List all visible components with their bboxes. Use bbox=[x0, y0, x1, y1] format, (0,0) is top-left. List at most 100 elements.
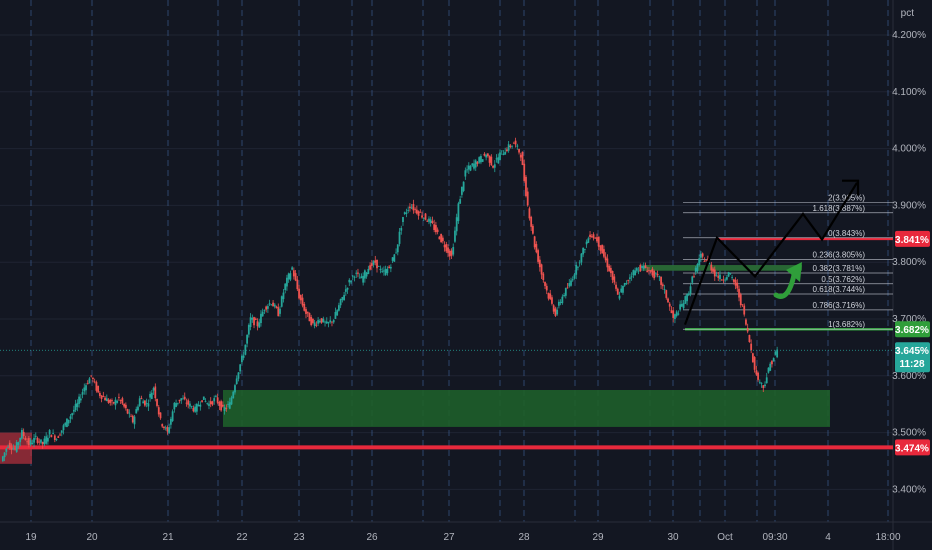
candle-body bbox=[275, 306, 278, 308]
candle-body bbox=[291, 267, 294, 270]
candle-body bbox=[389, 266, 392, 269]
candle-body bbox=[33, 437, 35, 443]
candle-body bbox=[629, 277, 631, 279]
candle-body bbox=[249, 317, 252, 328]
candle-body bbox=[190, 406, 193, 407]
candle-body bbox=[732, 279, 735, 282]
candle-body bbox=[350, 281, 352, 283]
candle-body bbox=[641, 265, 643, 269]
fib-level-label: 0.5(3.762%) bbox=[821, 275, 865, 284]
candle-body bbox=[78, 396, 80, 404]
candle-body bbox=[743, 305, 746, 315]
x-tick-label: 18:00 bbox=[875, 532, 900, 543]
y-tick-label: 3.500% bbox=[892, 428, 926, 439]
candle-body bbox=[381, 270, 384, 272]
candle-body bbox=[131, 415, 134, 423]
candle-body bbox=[564, 288, 567, 296]
candle-body bbox=[705, 260, 708, 262]
fib-level-label: 0.786(3.716%) bbox=[813, 301, 866, 310]
candle-body bbox=[348, 279, 351, 283]
candle-body bbox=[441, 237, 444, 242]
candle-body bbox=[206, 402, 209, 404]
candle-body bbox=[374, 260, 377, 263]
candle-body bbox=[363, 270, 366, 279]
candle-body bbox=[67, 419, 70, 424]
fib-level-label: 0.236(3.805%) bbox=[813, 250, 866, 259]
candle-body bbox=[379, 268, 382, 271]
candle-body bbox=[689, 286, 692, 294]
candle-body bbox=[577, 266, 579, 268]
candle-body bbox=[284, 283, 287, 291]
x-tick-label: 23 bbox=[293, 532, 305, 543]
candle-body bbox=[266, 306, 269, 309]
candle-body bbox=[460, 186, 463, 195]
candle-body bbox=[748, 334, 751, 343]
candle-body bbox=[270, 304, 273, 306]
candle-body bbox=[156, 398, 158, 406]
candle-body bbox=[422, 217, 425, 219]
candle-body bbox=[729, 273, 732, 275]
candle-body bbox=[414, 208, 417, 210]
candle-body bbox=[727, 272, 730, 277]
candle-body bbox=[346, 287, 349, 290]
candle-body bbox=[469, 166, 472, 171]
candle-body bbox=[448, 250, 451, 257]
candle-body bbox=[712, 268, 714, 272]
candle-body bbox=[312, 318, 314, 323]
candle-body bbox=[518, 149, 520, 153]
candle-body bbox=[582, 247, 585, 255]
candle-body bbox=[176, 402, 179, 404]
candle-body bbox=[45, 436, 48, 444]
candle-body bbox=[308, 312, 311, 322]
candle-body bbox=[687, 293, 690, 296]
candle-body bbox=[104, 397, 106, 401]
candle-body bbox=[466, 169, 468, 171]
candle-body bbox=[218, 402, 221, 406]
candle-body bbox=[674, 314, 676, 319]
fib-level-label: 0(3.843%) bbox=[828, 229, 865, 238]
candle-body bbox=[713, 269, 716, 277]
candle-body bbox=[10, 447, 13, 450]
candle-body bbox=[358, 277, 361, 279]
candle-body bbox=[590, 236, 593, 238]
candle-body bbox=[318, 320, 321, 323]
candle-body bbox=[322, 318, 325, 322]
candle-body bbox=[60, 430, 63, 433]
candle-body bbox=[431, 221, 434, 224]
candle-body bbox=[92, 377, 94, 379]
candle-body bbox=[353, 276, 356, 278]
candle-body bbox=[762, 385, 765, 388]
candle-body bbox=[424, 213, 427, 220]
candle-body bbox=[144, 400, 146, 406]
candle-body bbox=[604, 256, 607, 261]
candle-body bbox=[457, 203, 460, 222]
candle-body bbox=[268, 303, 271, 305]
candle-body bbox=[85, 385, 87, 391]
candle-body bbox=[746, 328, 749, 332]
candle-body bbox=[100, 395, 103, 399]
candle-body bbox=[757, 372, 759, 380]
candle-body bbox=[140, 397, 143, 399]
candle-body bbox=[211, 401, 214, 405]
candle-body bbox=[152, 388, 155, 391]
candle-body bbox=[43, 438, 46, 445]
candle-body bbox=[14, 448, 16, 450]
candle-body bbox=[215, 395, 217, 397]
candle-body bbox=[339, 298, 342, 306]
candle-body bbox=[98, 392, 101, 396]
candle-body bbox=[540, 264, 543, 275]
candle-body bbox=[163, 426, 165, 429]
candle-body bbox=[700, 253, 702, 258]
candle-body bbox=[646, 270, 649, 273]
x-tick-label: 26 bbox=[366, 532, 378, 543]
candle-body bbox=[166, 427, 169, 432]
candle-body bbox=[377, 266, 380, 267]
candle-body bbox=[225, 408, 228, 409]
candle-body bbox=[64, 423, 67, 426]
candle-body bbox=[253, 317, 255, 326]
candle-body bbox=[344, 289, 347, 292]
candle-body bbox=[658, 276, 661, 278]
candle-body bbox=[589, 234, 591, 238]
candle-body bbox=[651, 268, 654, 276]
